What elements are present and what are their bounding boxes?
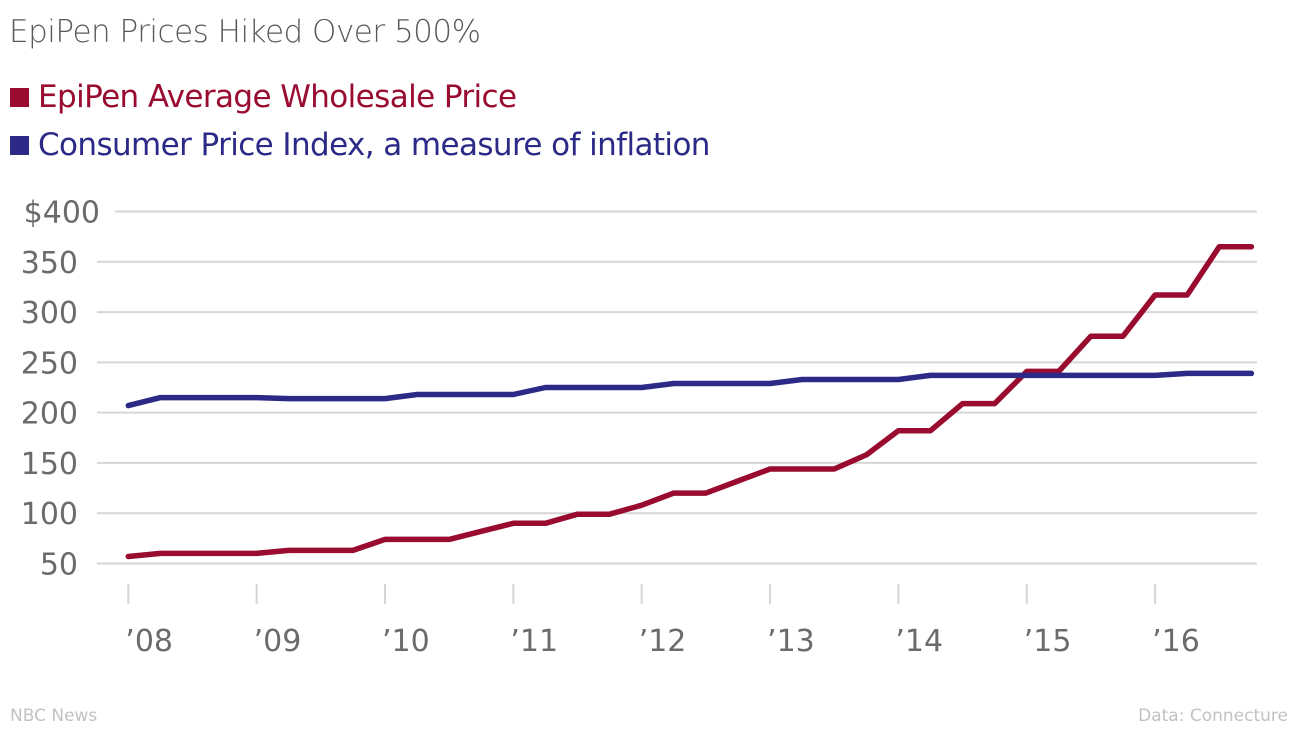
legend-swatch-epipen (10, 87, 29, 107)
x-tick-label: ’14 (895, 624, 943, 659)
legend-item-cpi: Consumer Price Index, a measure of infla… (10, 127, 710, 163)
legend-swatch-cpi (10, 135, 29, 155)
y-tick-label: $400 (24, 196, 100, 231)
legend-label-cpi: Consumer Price Index, a measure of infla… (38, 127, 710, 163)
series-line-epipen (125, 243, 1255, 560)
x-tick-label: ’12 (639, 624, 687, 659)
series-line-cpi (125, 370, 1255, 409)
series-lines (125, 243, 1255, 560)
y-tick-label: 100 (21, 497, 78, 532)
y-tick-label: 250 (21, 346, 78, 381)
x-tick-label: ’08 (125, 624, 173, 659)
chart-title: EpiPen Prices Hiked Over 500% (9, 14, 481, 50)
footer-credit: NBC News (10, 706, 98, 726)
legend-label-epipen: EpiPen Average Wholesale Price (38, 79, 517, 115)
y-tick-label: 150 (21, 447, 78, 482)
gridlines (97, 210, 1257, 565)
y-tick-label: 200 (21, 397, 78, 432)
y-tick-label: 300 (21, 296, 78, 331)
y-tick-label: 350 (21, 246, 78, 281)
legend-item-epipen: EpiPen Average Wholesale Price (10, 79, 517, 115)
x-tick-label: ’13 (767, 624, 815, 659)
x-axis-ticks: ’08 ’09 ’10 ’11 ’12 ’13 ’14 ’15 ’16 (125, 584, 1200, 659)
x-tick-label: ’10 (382, 624, 430, 659)
x-tick-label: ’09 (254, 624, 302, 659)
footer-data-source: Data: Connecture (1138, 706, 1288, 726)
x-tick-label: ’11 (510, 624, 558, 659)
y-axis-labels: $400 350 300 250 200 150 100 50 (21, 196, 100, 583)
x-tick-label: ’15 (1024, 624, 1072, 659)
y-tick-label: 50 (40, 548, 78, 583)
x-tick-label: ’16 (1152, 624, 1200, 659)
